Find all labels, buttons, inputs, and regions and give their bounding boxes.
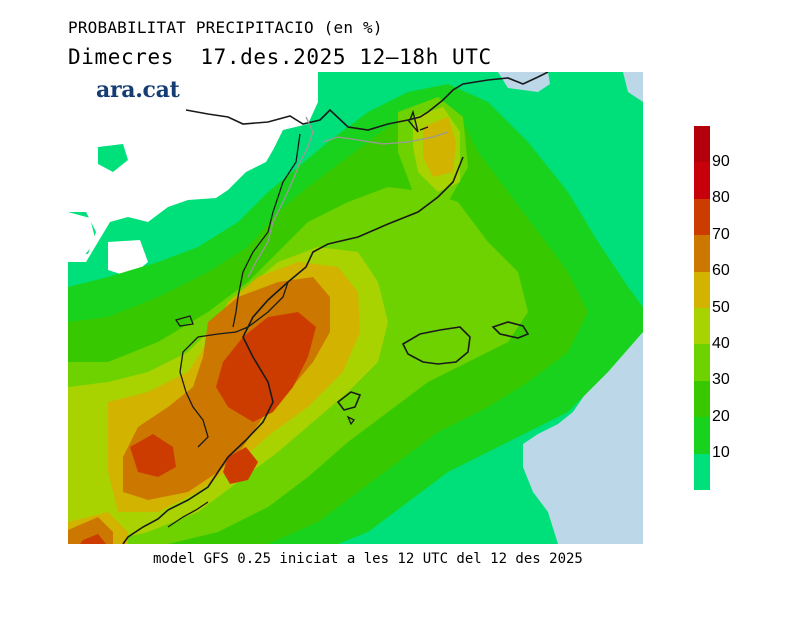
colorbar-label: 50	[712, 298, 730, 316]
colorbar-cell	[694, 417, 710, 454]
coastline	[185, 72, 549, 131]
prob-80-area	[80, 534, 106, 544]
colorbar-label: 10	[712, 444, 730, 462]
no-precip-area	[68, 72, 318, 262]
colorbar-cell	[694, 198, 710, 236]
ara-cat-logo: ara.cat	[96, 77, 180, 103]
colorbar-label: 60	[712, 262, 730, 280]
precipitation-map-svg	[68, 72, 643, 544]
coastline	[122, 156, 464, 544]
formentera-island	[346, 415, 355, 426]
map-title: PROBABILITAT PRECIPITACIO (en %)	[68, 18, 383, 37]
model-run-footer: model GFS 0.25 iniciat a les 12 UTC del …	[153, 551, 583, 567]
colorbar-label: 40	[712, 335, 730, 352]
coastline	[407, 109, 429, 133]
colorbar-label: 70	[712, 225, 730, 243]
sea-area	[623, 72, 643, 102]
prob-70-area	[68, 517, 113, 544]
prob-80-area	[223, 447, 258, 484]
border-line	[232, 133, 301, 328]
no-precip-area	[68, 212, 96, 260]
menorca-island	[491, 321, 530, 339]
colorbar-label: 90	[712, 153, 730, 170]
colorbar-cell	[694, 162, 710, 199]
map-subtitle-date: Dimecres 17.des.2025 12–18h UTC	[68, 45, 492, 69]
colorbar-cell	[694, 380, 710, 418]
colorbar-label: 20	[712, 407, 730, 425]
colorbar-label: 80	[712, 189, 730, 207]
colorbar-cell	[694, 235, 710, 272]
eivissa-island	[336, 391, 362, 411]
colorbar-cell	[694, 344, 710, 381]
prob-80-area	[216, 312, 316, 422]
sea-area	[523, 312, 643, 544]
prob-80-area	[130, 434, 176, 477]
colorbar	[694, 126, 710, 490]
border-line	[167, 501, 209, 528]
border-line-grey	[247, 116, 449, 278]
border-line	[179, 281, 289, 448]
coastline	[174, 315, 194, 327]
colorbar-cell	[694, 453, 710, 490]
precipitation-map	[68, 72, 643, 544]
mallorca-island	[401, 326, 471, 365]
colorbar-label: 30	[712, 371, 730, 389]
colorbar-cell	[694, 271, 710, 308]
prob-10-patch	[98, 144, 128, 172]
colorbar-cell	[694, 126, 710, 163]
no-precip-area	[108, 240, 148, 277]
colorbar-cell	[694, 307, 710, 345]
